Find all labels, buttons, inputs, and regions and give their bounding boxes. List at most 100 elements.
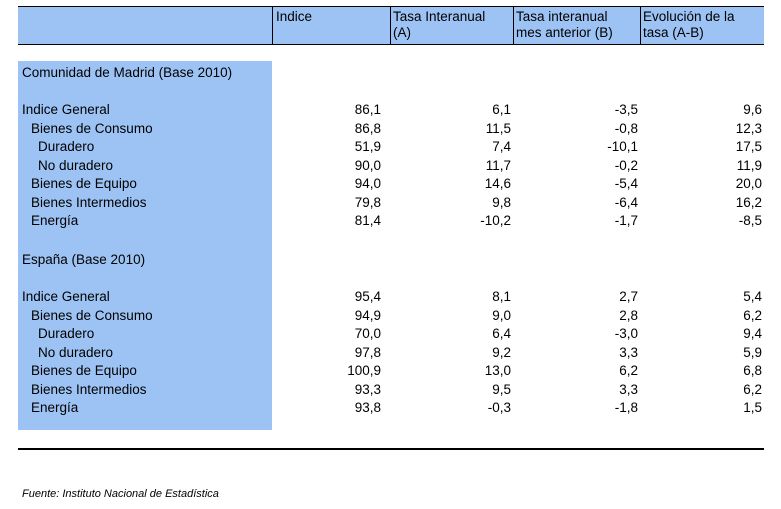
cell-tasa-interanual: 6,4: [492, 326, 511, 341]
table-row: No duradero 97,8 9,2 3,3 5,9: [0, 343, 781, 362]
cell-indice: 94,9: [354, 307, 381, 323]
cell-indice: 100,9: [347, 363, 381, 378]
header-bottom-border: [18, 44, 764, 45]
header-tasa-interanual: Tasa Interanual (A): [393, 9, 486, 40]
column-divider: [390, 7, 391, 44]
cell-evolucion: 20,0: [735, 176, 762, 191]
cell-tasa-interanual: 9,8: [492, 194, 511, 210]
cell-evolucion: 5,4: [743, 289, 762, 304]
cell-evolucion: 1,5: [743, 400, 762, 415]
row-label: Duradero: [38, 326, 95, 341]
source-footnote: Fuente: Instituto Nacional de Estadístic…: [22, 488, 219, 500]
cell-tasa-interanual: 7,4: [492, 139, 511, 154]
table-row: Indice General 95,4 8,1 2,7 5,4: [0, 287, 781, 306]
cell-tasa-mes-anterior: -1,8: [614, 400, 638, 415]
cell-tasa-interanual: -10,2: [480, 213, 511, 228]
cell-evolucion: 11,9: [736, 157, 762, 173]
table-row: Bienes de Equipo 100,9 13,0 6,2 6,8: [0, 361, 781, 380]
cell-evolucion: 17,5: [735, 139, 762, 154]
cell-evolucion: 9,4: [743, 326, 762, 341]
table-row: Bienes de Equipo 94,0 14,6 -5,4 20,0: [0, 174, 781, 193]
cell-evolucion: 12,3: [735, 120, 762, 136]
row-label: No duradero: [38, 344, 114, 360]
cell-tasa-mes-anterior: -3,5: [614, 102, 638, 117]
column-divider: [513, 7, 514, 44]
table-row: No duradero 90,0 11,7 -0,2 11,9: [0, 156, 781, 175]
cell-indice: 94,0: [354, 176, 381, 191]
column-divider: [640, 7, 641, 44]
cell-tasa-mes-anterior: 2,8: [619, 307, 638, 323]
header-tasa-mes-anterior: Tasa interanual mes anterior (B): [516, 9, 613, 40]
cell-tasa-interanual: 9,0: [492, 307, 511, 323]
table-row: Bienes Intermedios 93,3 9,5 3,3 6,2: [0, 380, 781, 399]
table-row: Indice General 86,1 6,1 -3,5 9,6: [0, 100, 781, 119]
cell-tasa-interanual: 9,5: [492, 381, 511, 397]
cell-tasa-interanual: 9,2: [492, 344, 511, 360]
table-row: Duradero 51,9 7,4 -10,1 17,5: [0, 137, 781, 156]
row-label: Bienes de Consumo: [31, 120, 153, 136]
column-divider: [272, 7, 273, 44]
cell-evolucion: 6,8: [743, 363, 762, 378]
cell-indice: 90,0: [354, 157, 381, 173]
table-row: Energía 81,4 -10,2 -1,7 -8,5: [0, 211, 781, 230]
header-evolucion: Evolución de la tasa (A-B): [643, 9, 735, 40]
cell-indice: 70,0: [354, 326, 381, 341]
row-label: Energía: [31, 213, 79, 228]
table-bottom-rule: [18, 448, 764, 450]
cell-evolucion: 5,9: [743, 344, 762, 360]
cell-evolucion: 6,2: [743, 381, 762, 397]
cell-tasa-mes-anterior: 6,2: [619, 363, 638, 378]
cell-tasa-mes-anterior: -6,4: [614, 194, 638, 210]
cell-evolucion: 16,2: [735, 194, 762, 210]
cell-tasa-interanual: 6,1: [492, 102, 511, 117]
cell-tasa-interanual: 8,1: [492, 289, 511, 304]
label-column-background: [18, 61, 272, 430]
cell-tasa-interanual: 14,6: [484, 176, 511, 191]
cell-indice: 93,3: [354, 381, 381, 397]
section-title-label: España (Base 2010): [22, 252, 146, 267]
row-label: No duradero: [38, 157, 114, 173]
cell-indice: 81,4: [354, 213, 381, 228]
cell-evolucion: -8,5: [738, 213, 762, 228]
row-label: Indice General: [22, 102, 110, 117]
cell-tasa-mes-anterior: -0,8: [614, 120, 638, 136]
section-title: España (Base 2010): [0, 250, 781, 269]
cell-tasa-mes-anterior: 3,3: [619, 344, 638, 360]
cell-indice: 86,1: [354, 102, 381, 117]
cell-tasa-mes-anterior: -1,7: [614, 213, 638, 228]
cell-indice: 86,8: [354, 120, 381, 136]
cell-tasa-mes-anterior: -5,4: [614, 176, 638, 191]
row-label: Bienes de Equipo: [31, 176, 137, 191]
cell-indice: 93,8: [354, 400, 381, 415]
table-row: Bienes de Consumo 86,8 11,5 -0,8 12,3: [0, 119, 781, 138]
row-label: Indice General: [22, 289, 110, 304]
table-header: [18, 7, 764, 44]
header-indice: Indice: [276, 9, 313, 24]
table-row: Duradero 70,0 6,4 -3,0 9,4: [0, 324, 781, 343]
table-row: Bienes Intermedios 79,8 9,8 -6,4 16,2: [0, 193, 781, 212]
cell-tasa-mes-anterior: -0,2: [614, 157, 638, 173]
row-label: Bienes de Equipo: [31, 363, 137, 378]
cell-tasa-mes-anterior: 3,3: [619, 381, 638, 397]
cell-tasa-interanual: 11,7: [485, 157, 511, 173]
cell-indice: 95,4: [354, 289, 381, 304]
table-row: Energía 93,8 -0,3 -1,8 1,5: [0, 398, 781, 417]
cell-evolucion: 9,6: [743, 102, 762, 117]
cell-tasa-interanual: 11,5: [485, 120, 511, 136]
cell-tasa-interanual: 13,0: [484, 363, 511, 378]
row-label: Duradero: [38, 139, 95, 154]
row-label: Bienes Intermedios: [31, 381, 147, 397]
table-row: Bienes de Consumo 94,9 9,0 2,8 6,2: [0, 306, 781, 325]
header-top-border: [18, 6, 764, 7]
row-label: Energía: [31, 400, 79, 415]
cell-evolucion: 6,2: [743, 307, 762, 323]
cell-tasa-interanual: -0,3: [487, 400, 511, 415]
row-label: Bienes Intermedios: [31, 194, 147, 210]
cell-tasa-mes-anterior: 2,7: [619, 289, 638, 304]
section-title: Comunidad de Madrid (Base 2010): [0, 63, 781, 82]
row-label: Bienes de Consumo: [31, 307, 153, 323]
section-title-label: Comunidad de Madrid (Base 2010): [22, 65, 233, 80]
cell-indice: 97,8: [354, 344, 381, 360]
cell-tasa-mes-anterior: -3,0: [614, 326, 638, 341]
cell-tasa-mes-anterior: -10,1: [607, 139, 638, 154]
